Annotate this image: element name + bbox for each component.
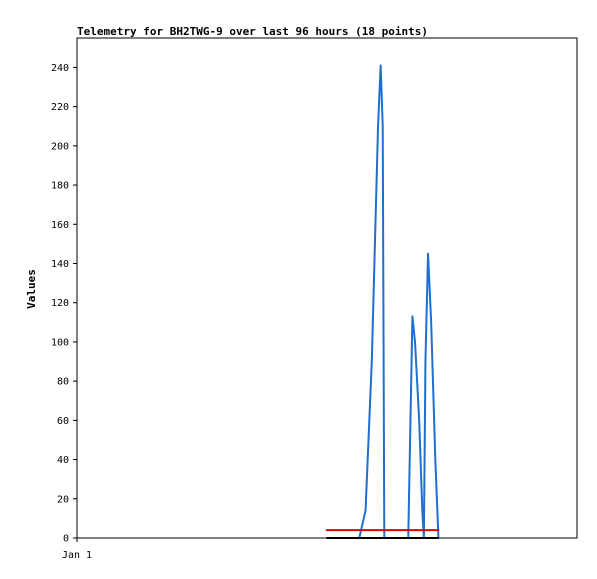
data-point [437, 537, 440, 539]
data-point [418, 419, 420, 422]
y-tick-label: 80 [57, 377, 69, 388]
y-tick-label: 160 [51, 220, 69, 231]
series-line-0 [358, 64, 440, 539]
y-tick-label: 140 [51, 259, 69, 270]
data-point [424, 360, 427, 363]
y-tick-label: 240 [51, 63, 69, 74]
data-point [414, 341, 416, 343]
y-tick-label: 60 [57, 416, 69, 427]
data-point [364, 509, 367, 512]
y-axis: 0 20 40 60 80 100 120 140 160 180 200 220 240 [51, 63, 77, 545]
data-point [379, 64, 382, 67]
y-tick-label: 0 [63, 534, 69, 545]
data-point [370, 360, 373, 363]
data-point [377, 125, 379, 128]
data-point [430, 321, 432, 324]
y-axis-label: Values [25, 269, 38, 309]
y-tick-label: 180 [51, 181, 69, 192]
x-axis: Jan 1 [62, 538, 92, 561]
plot-frame [76, 37, 578, 539]
data-point [381, 125, 384, 128]
x-tick-label: Jan 1 [62, 550, 92, 561]
y-tick-label: 40 [57, 455, 69, 466]
y-tick-label: 220 [51, 102, 69, 113]
series-layer [325, 64, 440, 539]
y-tick-label: 20 [57, 494, 69, 505]
data-point [437, 529, 440, 531]
data-point [325, 537, 328, 539]
data-point [411, 315, 414, 318]
data-point [325, 529, 328, 531]
data-point [421, 509, 424, 512]
y-tick-label: 120 [51, 298, 69, 309]
data-point [427, 252, 429, 255]
data-point [434, 458, 437, 461]
y-tick-label: 200 [51, 141, 69, 152]
y-tick-label: 100 [51, 337, 69, 348]
chart-title: Telemetry for BH2TWG-9 over last 96 hour… [77, 25, 428, 38]
